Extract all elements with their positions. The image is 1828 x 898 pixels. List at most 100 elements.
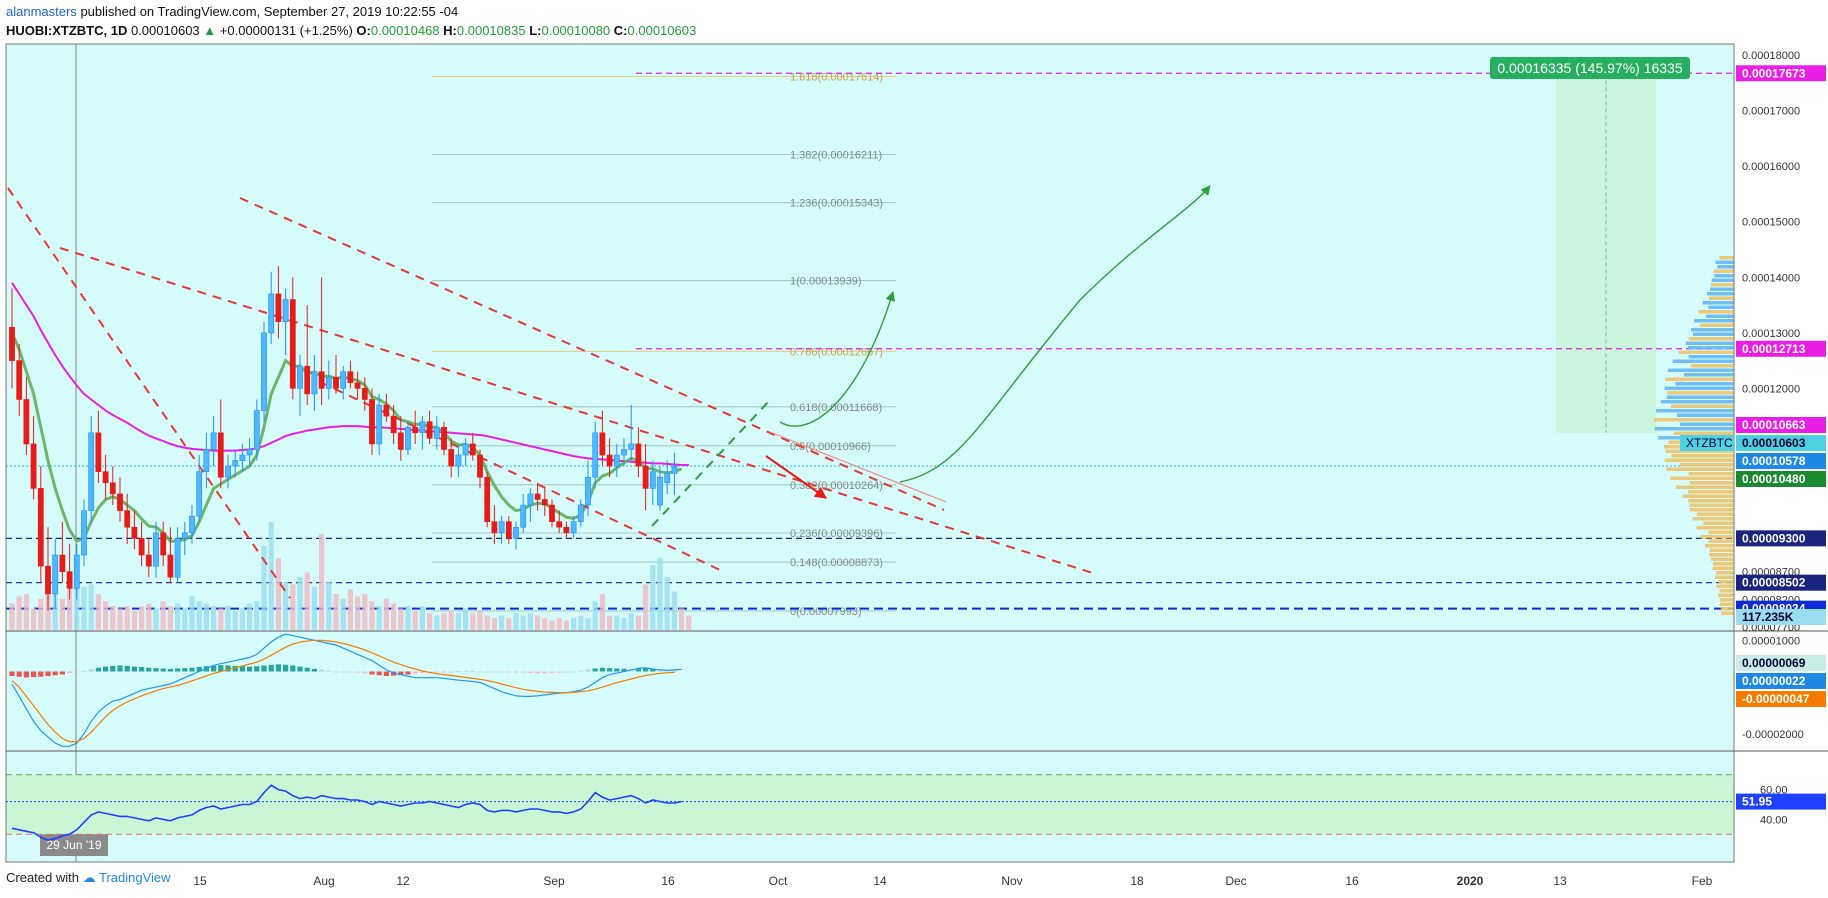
macd-value-badge-text: 0.00000069 [1742,656,1806,670]
volume-bar [448,610,454,630]
macd-histogram-bar [290,665,296,672]
macd-histogram-bar [103,666,109,672]
volume-bar [283,582,289,630]
volume-profile-bar [1708,305,1734,309]
candle-body [649,471,656,489]
time-axis-tick: 16 [1345,874,1359,888]
volume-profile-bar [1692,517,1734,521]
macd-histogram-bar [340,671,346,673]
tradingview-logo-icon: ☁ [82,870,96,885]
macd-histogram-bar [67,671,73,673]
level-price-badge-bg [1736,65,1826,82]
rsi-axis-tick: 40.00 [1760,814,1788,826]
volume-profile-bar [1671,454,1734,458]
candle-body [73,554,80,589]
candle-body [621,449,627,456]
volume-bar [527,613,533,630]
macd-histogram-bar [614,668,620,672]
volume-bar [67,582,73,630]
macd-histogram-bar [247,666,253,672]
time-axis-tick: Sep [543,874,565,888]
volume-profile-bar [1685,341,1734,345]
volume-profile-bar [1696,526,1734,530]
chart-header: alanmasters published on TradingView.com… [6,2,1816,40]
volume-profile-bar [1719,589,1734,593]
volume-profile-bar [1665,377,1734,381]
macd-histogram-bar [542,671,548,674]
tradingview-brand-link[interactable]: TradingView [99,870,171,885]
candle-body [95,432,102,472]
macd-histogram-bar [607,668,613,672]
candle-body [23,399,30,445]
candle-body [340,371,347,389]
volume-profile-bar [1706,314,1734,318]
volume-profile-bar [1673,431,1734,435]
candle-body [282,299,289,323]
volume-bar [81,586,87,630]
macd-histogram-bar [268,664,274,672]
volume-bar [686,615,692,630]
volume-bar [74,572,80,630]
author-link[interactable]: alanmasters [6,4,77,19]
volume-bar [535,615,541,630]
fib-level-label: 0.236(0.00009396) [790,528,883,540]
volume-profile-bar [1719,256,1734,260]
level-price-badge-text: 0.00012713 [1742,342,1806,356]
projection-arrows [765,185,1211,503]
volume-bar [477,610,483,630]
candlesticks [9,266,678,611]
candle-body [81,510,87,556]
volume-profile-bar [1688,490,1734,494]
volume-bar [362,594,368,630]
candle-body [585,476,591,506]
candle-body [628,443,635,450]
volume-profile-bar [1672,359,1734,363]
bearish-projection-arrow [765,455,827,499]
volume-badge-text: 117.235K [1742,610,1794,624]
volume-profile-bar [1713,269,1734,273]
volume-bar [398,608,404,630]
candle-body [397,432,404,450]
time-axis-bg [6,858,1734,862]
macd-histogram-bar [549,671,555,673]
macd-axis-tick: -0.00002000 [1742,729,1804,741]
candle-body [37,488,44,567]
volume-profile-bar [1709,553,1734,557]
macd-histogram-bar [59,671,65,675]
rsi-value-badge: 51.95 [1736,793,1826,810]
published-text: published on TradingView.com, September … [80,4,459,19]
volume-profile-bar [1675,485,1734,489]
level-price-badge-text: 0.00008502 [1742,576,1806,590]
volume-profile-bar [1680,422,1734,426]
candle-body [405,426,411,450]
volume-bar [391,603,397,630]
volume-profile-bar [1667,368,1734,372]
level-price-badge-text: 0.00017673 [1742,66,1806,80]
open-value: 0.00010468 [370,23,440,38]
price-badge-bg [1736,453,1826,469]
fib-level-label: 0.148(0.00008873) [790,557,883,569]
volume-bar [679,608,685,630]
target-badge-bg [1490,57,1690,79]
volume-bar [484,615,490,630]
volume-bar [578,615,584,630]
fast-moving-average-line [10,332,683,543]
time-axis-tick: Oct [769,874,788,888]
candle-body [383,404,390,417]
candle-body [520,504,527,528]
candle-body [217,432,224,478]
price-badge-text: 0.00010603 [1742,436,1806,450]
volume-profile-bar [1718,580,1734,584]
candle-body [318,371,325,389]
volume-bar [290,584,296,630]
price-axis-tick: 0.00007700 [1742,622,1800,634]
volume-bar [239,608,245,630]
candle-body [160,532,167,556]
volume-bar [261,546,267,630]
price-badge-text: 0.00010578 [1742,454,1806,468]
price-axis-tick: 0.00017000 [1742,106,1800,118]
candle-body [66,571,73,589]
macd-histogram-bar [506,671,512,673]
volume-bar [52,589,58,630]
